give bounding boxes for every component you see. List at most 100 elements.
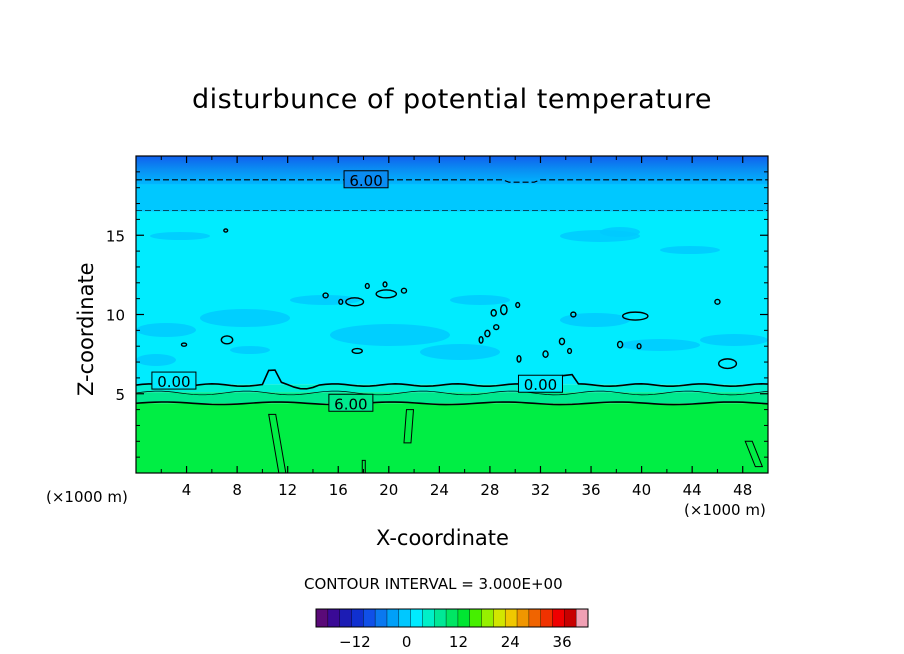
contour-closed [558, 337, 566, 346]
contour-closed [493, 324, 500, 331]
colorbar-swatch [375, 609, 388, 627]
colorbar-swatch [327, 609, 341, 627]
colorbar-swatch [339, 609, 352, 627]
y-tick-label: 10 [106, 307, 125, 325]
colorbar-frame [315, 608, 589, 628]
contour-closed [616, 340, 624, 349]
colorbar-tick-label: 12 [449, 633, 468, 651]
field-patch [620, 339, 700, 351]
colorbar-tick-label: −12 [339, 633, 371, 651]
colorbar-swatch [540, 609, 553, 627]
field-patch [420, 344, 500, 360]
contour-label-bg [328, 393, 374, 412]
colorbar-swatch [434, 609, 447, 627]
x-unit-label-right: (×1000 m) [684, 501, 766, 519]
field-patch [450, 295, 510, 305]
contour-closed [223, 228, 229, 233]
contour-closed [375, 289, 398, 299]
colorbar-swatch [576, 609, 589, 627]
colorbar-swatch [316, 609, 329, 627]
x-tick-label: 28 [480, 481, 499, 499]
chart-title: disturbunce of potential temperature [192, 84, 712, 115]
colorbar-swatch [481, 609, 494, 627]
colorbar-tick-label: 0 [402, 633, 412, 651]
colorbar-swatch [552, 609, 565, 627]
contour-line-6 [136, 401, 768, 406]
x-tick-label: 20 [379, 481, 398, 499]
colorbar-swatch [446, 609, 459, 627]
contour-interval-label: CONTOUR INTERVAL = 3.000E+00 [304, 575, 563, 593]
x-unit-label-left: (×1000 m) [46, 488, 128, 506]
contour-closed [338, 298, 344, 305]
colorbar-swatch [493, 609, 506, 627]
y-axis-label: Z-coordinate [74, 262, 98, 396]
contour-closed [516, 355, 522, 363]
field-patch [600, 227, 640, 237]
contour-label: 6.00 [349, 172, 382, 190]
field-patch [660, 246, 720, 254]
contour-streak [268, 413, 287, 473]
colorbar-swatch [505, 609, 518, 627]
field-patch [136, 323, 196, 337]
contour-streak [403, 409, 415, 444]
x-tick-label: 16 [329, 481, 348, 499]
contour-closed [345, 297, 365, 307]
contour-closed [364, 282, 370, 290]
field-layer [136, 392, 768, 404]
contour-label: 6.00 [334, 395, 367, 413]
field-layer [136, 384, 768, 393]
field-layer [136, 403, 768, 473]
field-patch [700, 334, 768, 346]
contour-line-3 [136, 390, 768, 396]
contour-label-bg [343, 170, 389, 189]
field-patch [290, 295, 360, 305]
x-tick-label: 40 [632, 481, 651, 499]
x-tick-label: 36 [581, 481, 600, 499]
x-axis-label: X-coordinate [376, 526, 509, 550]
y-tick-label: 5 [115, 386, 125, 404]
contour-closed [636, 343, 642, 350]
contour-streak [744, 440, 764, 468]
colorbar-swatch [517, 609, 530, 627]
contour-closed [499, 304, 508, 316]
x-tick-label: 32 [531, 481, 550, 499]
contour-closed [718, 358, 738, 370]
colorbar-swatch [398, 609, 412, 627]
x-tick-label: 44 [683, 481, 702, 499]
field-patch [330, 324, 450, 346]
colorbar-swatch [363, 609, 376, 627]
contour-line-0 [136, 369, 768, 390]
contour-closed [478, 335, 484, 344]
field-layer [136, 184, 768, 212]
field-patch [230, 346, 270, 354]
contour-closed [351, 347, 363, 355]
contour-closed [490, 309, 497, 317]
field-patch [136, 354, 176, 366]
contour-closed [180, 342, 188, 347]
field-patch [150, 232, 210, 240]
field-patch [200, 309, 290, 327]
contour-closed [322, 292, 329, 299]
contour-closed [484, 329, 491, 338]
colorbar-swatch [410, 609, 423, 627]
y-tick-label: 15 [106, 227, 125, 245]
contour-closed [515, 301, 521, 309]
colorbar-swatch [351, 609, 364, 627]
contour-closed [566, 347, 573, 355]
x-tick-label: 12 [278, 481, 297, 499]
colorbar-tick-label: 24 [501, 633, 520, 651]
field-patch [560, 313, 630, 327]
contour-closed [621, 311, 649, 321]
colorbar-swatch [422, 609, 435, 627]
colorbar-swatch [457, 609, 471, 627]
contour-label-bg [517, 374, 563, 393]
contour-label: 0.00 [157, 373, 190, 391]
contour-closed [542, 350, 549, 358]
colorbar-swatch [386, 609, 400, 627]
contour-closed [714, 298, 721, 305]
contour-label: 0.00 [524, 376, 557, 394]
x-tick-label: 4 [182, 481, 192, 499]
contour-closed [400, 287, 408, 294]
